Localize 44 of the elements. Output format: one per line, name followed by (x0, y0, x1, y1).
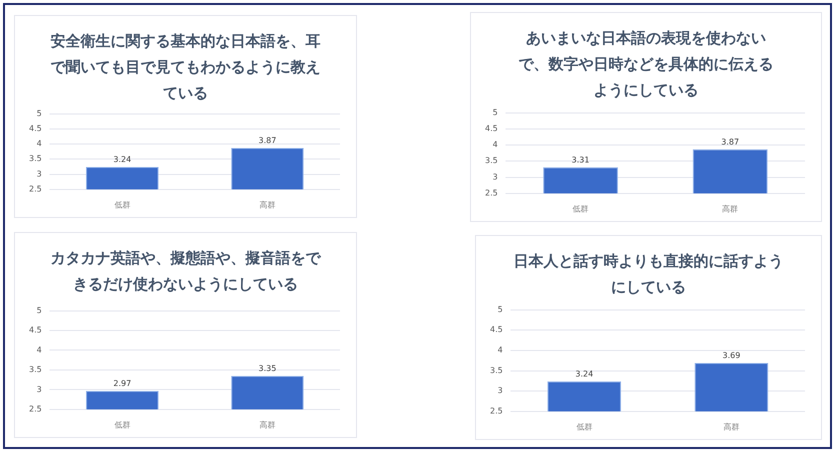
data-label: 3.87 (721, 137, 740, 146)
data-label: 2.97 (113, 378, 132, 388)
y-tick-label: 5 (492, 108, 498, 117)
x-tick-label: 高群 (259, 200, 276, 210)
chart-title: 安全衛生に関する基本的な日本語を、耳で聞いても目で見てもわかるように教えている (50, 31, 320, 104)
x-tick-label: 高群 (723, 422, 740, 432)
y-tick-label: 3 (492, 172, 498, 182)
y-tick-label: 5 (36, 306, 42, 315)
x-tick-label: 高群 (259, 420, 276, 430)
y-tick-label: 4.5 (490, 325, 503, 334)
y-tick-label: 3 (498, 386, 503, 396)
y-tick-label: 2.5 (490, 406, 503, 416)
x-tick-label: 低群 (576, 422, 592, 432)
data-label: 3.24 (575, 369, 594, 378)
y-tick-label: 4.5 (28, 124, 42, 133)
y-tick-label: 4 (36, 139, 42, 148)
y-tick-label: 2.5 (28, 404, 42, 414)
x-tick-label: 低群 (114, 420, 130, 430)
data-label: 3.35 (258, 364, 276, 373)
x-tick-label: 高群 (722, 204, 738, 214)
data-label: 3.69 (722, 351, 740, 360)
y-tick-label: 3 (36, 169, 42, 178)
x-tick-label: 低群 (114, 200, 130, 210)
y-tick-label: 5 (498, 304, 503, 314)
y-tick-label: 4 (36, 345, 42, 354)
data-label: 3.87 (258, 136, 276, 146)
y-tick-label: 4.5 (484, 124, 498, 133)
y-tick-label: 4.5 (28, 326, 42, 335)
chart-title: カタカナ英語や、擬態語や、擬音語をできるだけ使わないようにしている (50, 248, 322, 295)
y-tick-label: 3 (36, 384, 42, 394)
y-tick-label: 3.5 (28, 365, 42, 374)
y-tick-label: 2.5 (28, 184, 42, 194)
x-tick-label: 低群 (572, 204, 589, 214)
data-label: 3.31 (572, 155, 590, 164)
data-label: 3.24 (113, 155, 132, 164)
y-tick-label: 2.5 (484, 188, 498, 198)
y-tick-label: 3.5 (490, 366, 503, 375)
chart-title: 日本人と話す時よりも直接的に話すようにしている (512, 251, 784, 298)
y-tick-label: 3.5 (28, 154, 42, 164)
chart-title: あいまいな日本語の表現を使わないで、数字や日時などを具体的に伝えるようにしている (518, 28, 774, 101)
y-tick-label: 5 (36, 108, 42, 118)
y-tick-label: 3.5 (484, 156, 498, 166)
y-tick-label: 4 (498, 346, 503, 355)
y-tick-label: 4 (492, 140, 498, 150)
